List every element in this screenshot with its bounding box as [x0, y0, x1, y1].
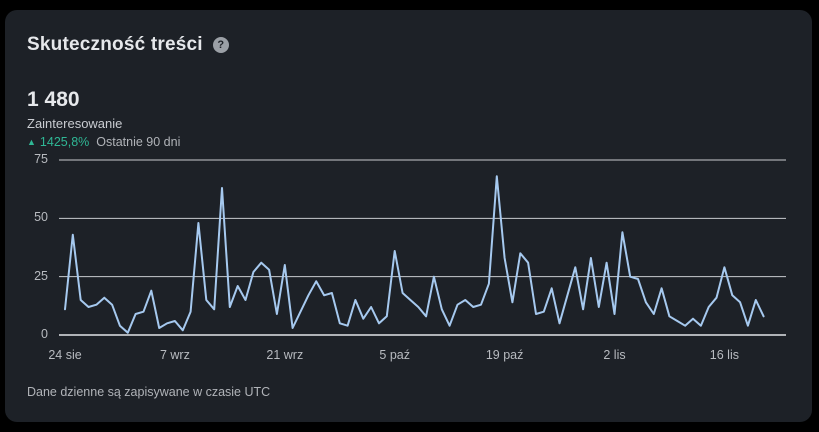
help-icon[interactable]: ? [212, 37, 229, 53]
metric-label: Zainteresowanie [27, 116, 123, 131]
metric-change-row: ▲ 1425,8% Ostatnie 90 dni [27, 135, 180, 149]
y-axis-label: 50 [34, 210, 48, 225]
metric-change-percent: 1425,8% [39, 135, 90, 149]
page-title: Skuteczność treści [27, 34, 203, 55]
x-axis-label: 5 paź [379, 348, 410, 362]
x-axis-label: 16 lis [709, 348, 739, 362]
x-axis-label: 19 paź [485, 348, 524, 362]
metric-value: 1 480 [27, 88, 80, 111]
x-axis-label: 24 sie [48, 348, 82, 362]
y-axis-label: 75 [34, 152, 48, 166]
y-axis-label: 0 [41, 327, 48, 341]
card-header: Skuteczność treści ? [27, 34, 229, 56]
x-axis-label: 21 wrz [266, 348, 304, 362]
y-axis-label: 25 [34, 268, 48, 283]
content-performance-card: Skuteczność treści ? 1 480 Zainteresowan… [5, 10, 812, 422]
engagement-series-line[interactable] [64, 175, 765, 334]
metric-period: Ostatnie 90 dni [96, 135, 181, 149]
x-axis-label: 7 wrz [159, 348, 190, 362]
trend-up-icon: ▲ [27, 136, 36, 147]
chart-footnote: Dane dzienne są zapisywane w czasie UTC [27, 385, 271, 399]
x-axis-label: 2 lis [603, 348, 626, 362]
engagement-line-chart [59, 159, 786, 336]
